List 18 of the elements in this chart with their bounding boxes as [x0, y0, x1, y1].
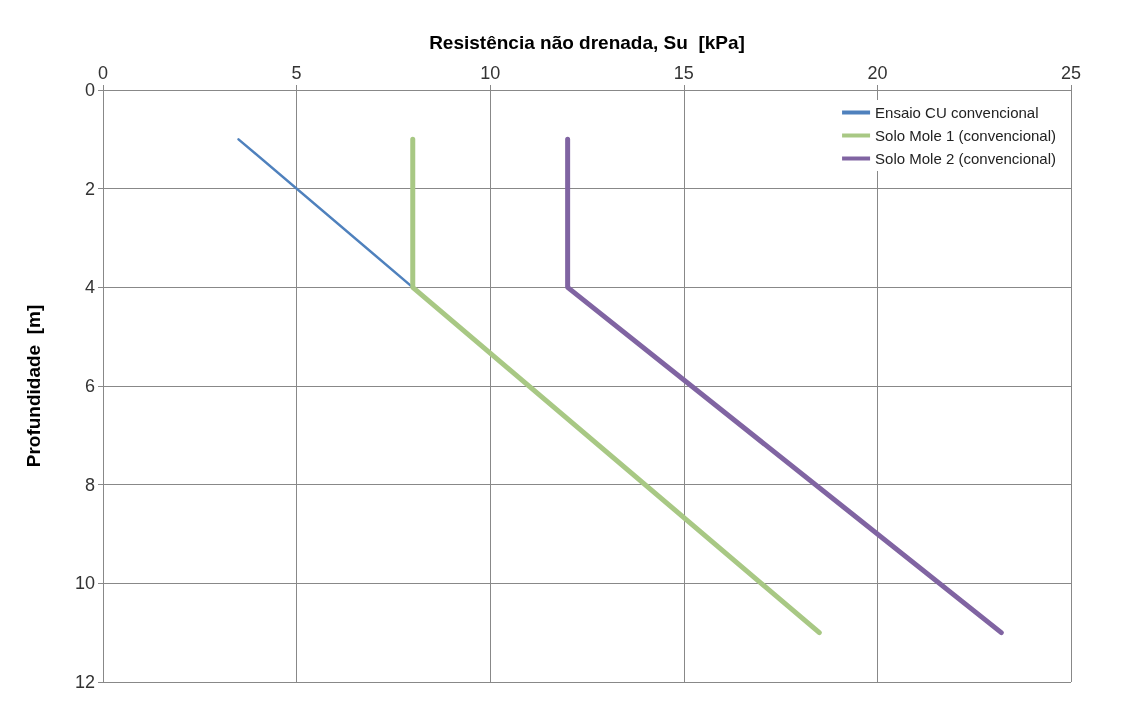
legend-label: Ensaio CU convencional: [875, 104, 1039, 121]
y-tick-label: 12: [74, 672, 95, 692]
x-axis-title: Resistência não drenada, Su [kPa]: [429, 32, 745, 53]
x-tick-label: 10: [480, 63, 501, 83]
y-tick-label: 4: [84, 277, 95, 298]
y-tick-label: 2: [84, 178, 95, 199]
y-tick-label: 6: [84, 376, 95, 396]
y-tick-label: 8: [84, 474, 95, 495]
legend-label: Solo Mole 1 (convencional): [875, 127, 1057, 144]
x-tick-label: 0: [97, 63, 109, 83]
x-tick-label: 15: [673, 63, 694, 83]
x-tick-label: 5: [291, 63, 302, 83]
legend-label: Solo Mole 2 (convencional): [875, 150, 1057, 167]
x-tick-label: 20: [867, 63, 888, 83]
y-axis-title: Profundidade [m]: [23, 304, 44, 468]
y-tick-label: 10: [74, 573, 95, 594]
x-tick-label: 25: [1060, 63, 1082, 83]
y-tick-label: 0: [84, 80, 95, 100]
